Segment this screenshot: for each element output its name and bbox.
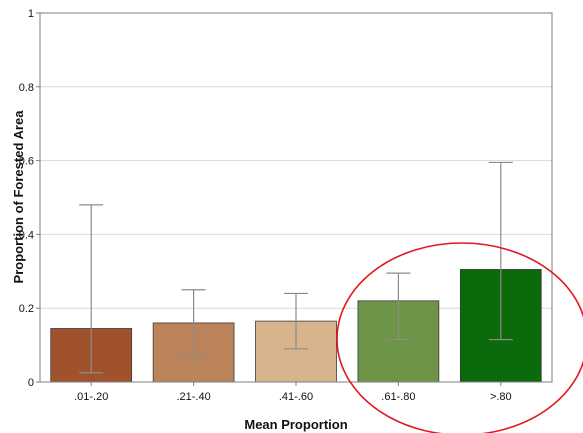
error-bars (79, 161, 513, 374)
y-tick-label: 1 (28, 8, 34, 20)
x-tick-label: .41-.60 (279, 391, 313, 403)
highlight-circle (336, 242, 583, 433)
y-tick-label: 0.2 (19, 303, 34, 315)
x-tick-label: .61-.80 (381, 391, 415, 403)
y-tick-label: 0.8 (19, 82, 34, 94)
x-axis-title: Mean Proportion (244, 417, 347, 432)
y-tick-label: 0.4 (19, 229, 34, 241)
x-tick-label: >.80 (490, 391, 512, 403)
x-tick-label: .21-.40 (176, 391, 210, 403)
y-tick-label: 0.6 (19, 156, 34, 168)
y-axis-ticks: 0 0.2 0.4 0.6 0.8 1 (19, 8, 40, 389)
y-tick-label: 0 (28, 377, 34, 389)
x-axis-ticks: .01-.20 .21-.40 .41-.60 .61-.80 >.80 (74, 382, 512, 403)
y-axis-title: Proportion of Forested Area (11, 110, 26, 284)
x-tick-label: .01-.20 (74, 391, 108, 403)
